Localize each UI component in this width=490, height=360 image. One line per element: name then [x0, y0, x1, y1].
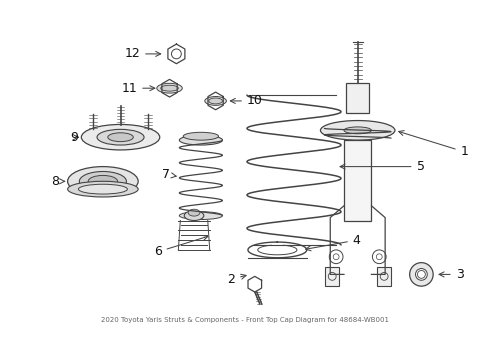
- Text: 1: 1: [399, 131, 468, 158]
- Circle shape: [417, 270, 425, 278]
- Text: 11: 11: [122, 82, 155, 95]
- Text: 12: 12: [124, 48, 161, 60]
- Ellipse shape: [179, 135, 222, 145]
- Text: 3: 3: [439, 268, 464, 281]
- Ellipse shape: [79, 171, 126, 191]
- Ellipse shape: [209, 98, 222, 104]
- Text: 7: 7: [162, 168, 176, 181]
- Text: 4: 4: [306, 234, 361, 251]
- Ellipse shape: [188, 209, 200, 216]
- Ellipse shape: [161, 85, 178, 91]
- Ellipse shape: [68, 181, 138, 197]
- Text: 2020 Toyota Yaris Struts & Components - Front Top Cap Diagram for 48684-WB001: 2020 Toyota Yaris Struts & Components - …: [101, 318, 389, 323]
- Text: 10: 10: [230, 94, 263, 107]
- Bar: [325, 266, 339, 286]
- Ellipse shape: [88, 175, 118, 187]
- Bar: [344, 140, 371, 220]
- Ellipse shape: [344, 127, 371, 134]
- Ellipse shape: [320, 121, 395, 140]
- Bar: [377, 266, 391, 286]
- Text: 9: 9: [71, 131, 78, 144]
- Ellipse shape: [68, 167, 138, 196]
- Bar: [346, 83, 369, 113]
- Ellipse shape: [184, 211, 204, 220]
- Text: 5: 5: [340, 160, 424, 173]
- Ellipse shape: [205, 96, 226, 105]
- Ellipse shape: [78, 184, 127, 194]
- Ellipse shape: [410, 263, 433, 286]
- Text: 8: 8: [51, 175, 65, 188]
- Ellipse shape: [81, 125, 160, 150]
- Ellipse shape: [183, 132, 219, 140]
- Text: 2: 2: [227, 273, 246, 286]
- Ellipse shape: [179, 212, 222, 220]
- Ellipse shape: [97, 129, 144, 145]
- Text: 6: 6: [154, 235, 208, 258]
- Ellipse shape: [108, 133, 133, 141]
- Ellipse shape: [416, 269, 427, 280]
- Ellipse shape: [157, 83, 182, 93]
